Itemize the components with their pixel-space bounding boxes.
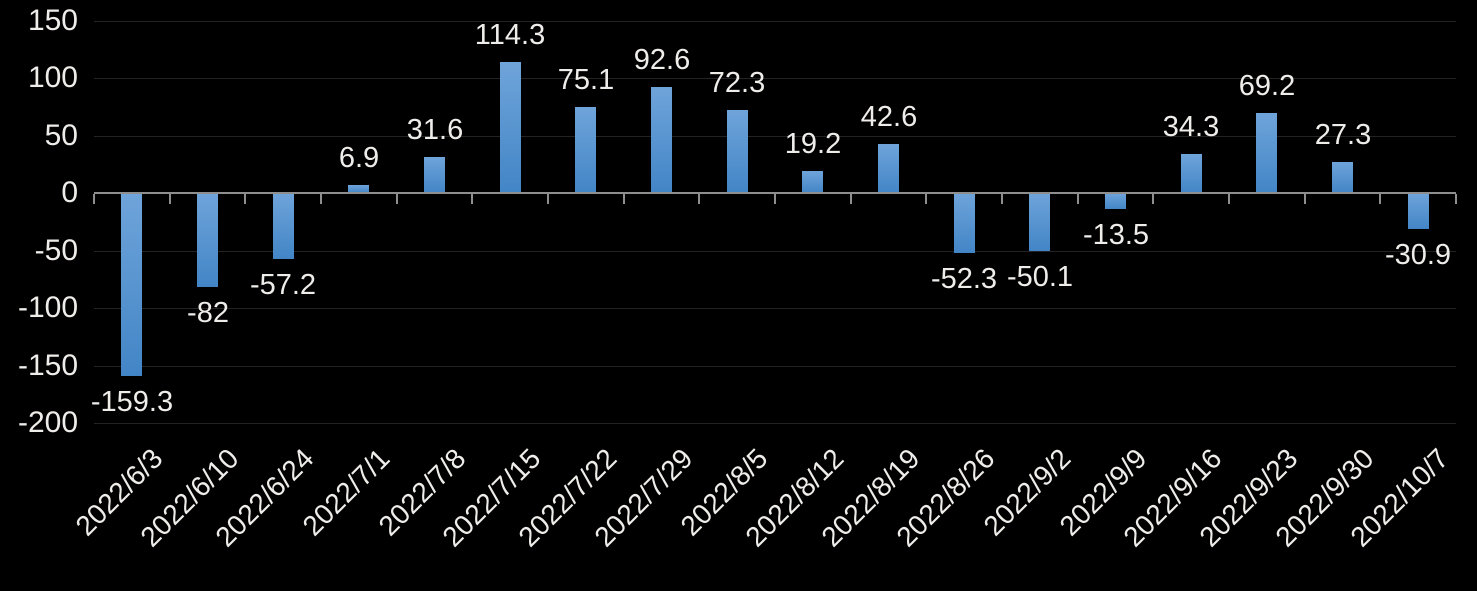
bar [1408,193,1429,229]
bar-value-label: 19.2 [784,128,842,160]
bar [575,107,596,193]
bar-value-label: 92.6 [633,44,691,76]
x-axis-tick [623,194,625,204]
bar [273,193,294,259]
gridline [94,78,1456,79]
bar-value-label: -57.2 [249,269,317,301]
gridline [94,251,1456,252]
y-axis-tick-label: -50 [34,234,78,267]
bar-value-label: -82 [187,297,229,329]
gridline [94,21,1456,22]
bar [1181,154,1202,193]
gridline [94,136,1456,137]
x-axis-tick [925,194,927,204]
x-axis-tick [774,194,776,204]
x-axis-tick [1152,194,1154,204]
x-axis-tick [169,194,171,204]
bar [954,193,975,253]
x-axis-tick [471,194,473,204]
x-axis-tick [1304,194,1306,204]
y-axis-tick-label: 150 [27,4,78,37]
gridline [94,366,1456,367]
bar-value-label: 31.6 [406,114,464,146]
gridline [94,308,1456,309]
gridline [94,423,1456,424]
x-axis-line [94,192,1456,194]
bar [1029,193,1050,251]
x-axis-tick [1379,194,1381,204]
y-axis-tick-label: 0 [61,176,78,209]
bar-value-label: 42.6 [860,101,918,133]
y-axis-tick-label: 50 [44,119,78,152]
bar-value-label: 6.9 [338,142,380,174]
bar [802,171,823,193]
bar-value-label: 72.3 [708,67,766,99]
x-axis-tick-label: 2022/6/3 [69,442,169,542]
bar [197,193,218,287]
bar-value-label: 69.2 [1238,70,1296,102]
x-axis-tick [320,194,322,204]
x-axis-tick [1228,194,1230,204]
bar [500,62,521,193]
bar [348,185,369,193]
bar-value-label: -13.5 [1082,219,1150,251]
bar-value-label: 34.3 [1162,111,1220,143]
y-axis-tick-label: -200 [17,406,78,439]
x-axis-tick [396,194,398,204]
x-axis-tick [698,194,700,204]
x-axis-tick [547,194,549,204]
bar [727,110,748,193]
x-axis-tick [244,194,246,204]
y-axis-tick-label: -100 [17,291,78,324]
x-axis-tick [93,194,95,204]
x-axis-tick [1077,194,1079,204]
y-axis-tick-label: -150 [17,349,78,382]
bar [651,87,672,193]
x-axis-tick [850,194,852,204]
bar-value-label: 75.1 [557,64,615,96]
bar [424,157,445,193]
bar [1256,113,1277,193]
bar [878,144,899,193]
bar-value-label: -50.1 [1006,261,1074,293]
x-axis-tick [1455,194,1457,204]
bar-value-label: -52.3 [930,263,998,295]
bar-value-label: -159.3 [90,386,174,418]
x-axis-tick [1001,194,1003,204]
bar [1105,193,1126,209]
bar-value-label: -30.9 [1384,239,1452,271]
bar [1332,162,1353,193]
y-axis-tick-label: 100 [27,61,78,94]
bar-value-label: 114.3 [474,19,546,51]
bar-value-label: 27.3 [1314,119,1372,151]
bar [121,193,142,376]
